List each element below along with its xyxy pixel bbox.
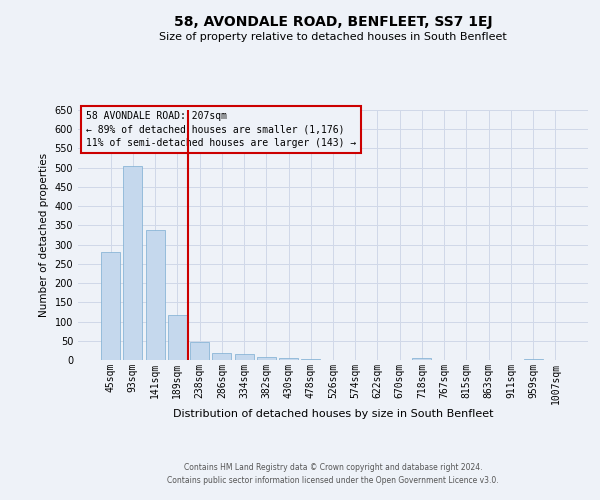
Bar bbox=[212, 353, 231, 360]
Bar bbox=[301, 359, 320, 360]
Bar bbox=[235, 354, 254, 360]
Text: 58 AVONDALE ROAD: 207sqm
← 89% of detached houses are smaller (1,176)
11% of sem: 58 AVONDALE ROAD: 207sqm ← 89% of detach… bbox=[86, 112, 356, 148]
Text: Contains HM Land Registry data © Crown copyright and database right 2024.
Contai: Contains HM Land Registry data © Crown c… bbox=[167, 464, 499, 485]
Bar bbox=[168, 314, 187, 360]
X-axis label: Distribution of detached houses by size in South Benfleet: Distribution of detached houses by size … bbox=[173, 410, 493, 420]
Bar bbox=[124, 166, 142, 360]
Text: Size of property relative to detached houses in South Benfleet: Size of property relative to detached ho… bbox=[159, 32, 507, 42]
Text: 58, AVONDALE ROAD, BENFLEET, SS7 1EJ: 58, AVONDALE ROAD, BENFLEET, SS7 1EJ bbox=[173, 15, 493, 29]
Bar bbox=[412, 358, 431, 360]
Bar bbox=[190, 342, 209, 360]
Bar bbox=[257, 357, 276, 360]
Bar bbox=[101, 252, 120, 360]
Bar bbox=[279, 358, 298, 360]
Bar bbox=[146, 230, 164, 360]
Bar bbox=[524, 359, 542, 360]
Y-axis label: Number of detached properties: Number of detached properties bbox=[39, 153, 49, 317]
